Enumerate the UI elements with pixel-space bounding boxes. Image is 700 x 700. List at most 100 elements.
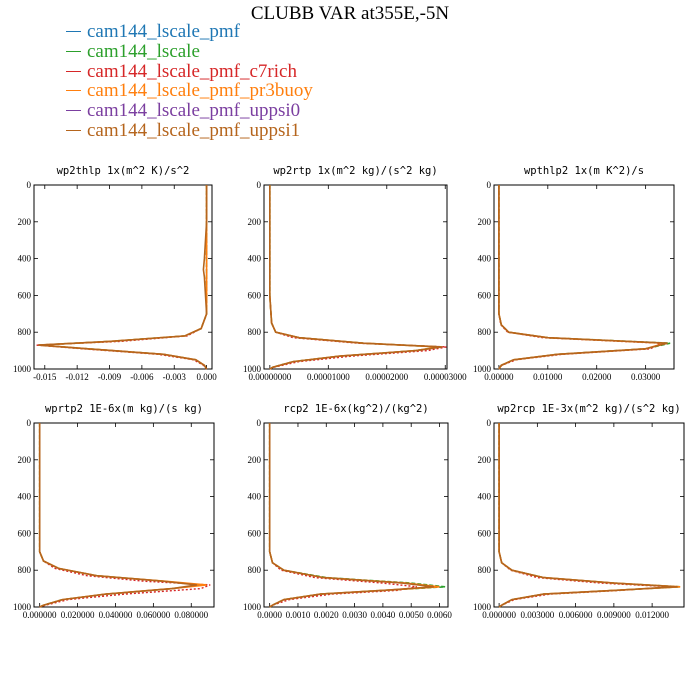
x-tick-label: 0.000000	[482, 610, 516, 620]
legend: cam144_lscale_pmf cam144_lscale cam144_l…	[66, 22, 313, 140]
x-tick-label: 0.01000	[533, 372, 563, 382]
x-tick-label: 0.0000	[257, 610, 282, 620]
y-tick-label: 200	[478, 455, 492, 465]
y-tick-label: 600	[248, 528, 262, 538]
y-tick-label: 200	[18, 455, 32, 465]
profile-line	[268, 185, 443, 370]
y-tick-label: 1000	[243, 602, 262, 612]
x-tick-label: 0.0060	[427, 610, 452, 620]
x-tick-label: 0.0030	[342, 610, 367, 620]
y-tick-label: 800	[18, 565, 32, 575]
profile-line	[38, 185, 208, 370]
legend-swatch	[66, 31, 81, 33]
legend-item: cam144_lscale_pmf_pr3buoy	[66, 81, 313, 101]
x-tick-label: 0.00000	[484, 372, 514, 382]
legend-swatch	[66, 110, 81, 112]
x-tick-label: 0.0040	[371, 610, 396, 620]
profile-line	[268, 185, 440, 370]
panel-frame	[33, 422, 215, 608]
y-tick-label: 800	[248, 565, 262, 575]
panel-title: wp2rtp 1x(m^2 kg)/(s^2 kg)	[273, 165, 437, 177]
panel-frame	[33, 184, 213, 370]
y-tick-label: 800	[248, 327, 262, 337]
y-tick-label: 800	[18, 327, 32, 337]
panel-frame	[263, 422, 449, 608]
legend-label: cam144_lscale_pmf_pr3buoy	[87, 80, 313, 102]
y-tick-label: 200	[18, 217, 32, 227]
y-tick-label: 600	[18, 290, 32, 300]
x-tick-label: 0.00003000	[424, 372, 467, 382]
panel-title: wp2thlp 1x(m^2 K)/s^2	[57, 165, 190, 177]
profile-line	[38, 423, 201, 608]
x-tick-label: 0.012000	[635, 610, 669, 620]
legend-label: cam144_lscale_pmf_uppsi1	[87, 119, 301, 141]
x-tick-label: 0.0050	[399, 610, 424, 620]
y-tick-label: 400	[248, 492, 262, 502]
panel-title: rcp2 1E-6x(kg^2)/(kg^2)	[283, 403, 428, 415]
x-tick-label: -0.003	[163, 372, 187, 382]
y-tick-label: 0	[257, 418, 262, 428]
x-tick-label: 0.00000000	[248, 372, 291, 382]
y-tick-label: 200	[478, 217, 492, 227]
legend-item: cam144_lscale_pmf_uppsi1	[66, 120, 313, 140]
legend-label: cam144_lscale_pmf_c7rich	[87, 60, 297, 82]
x-tick-label: -0.009	[98, 372, 122, 382]
x-tick-label: -0.015	[33, 372, 57, 382]
profile-line	[498, 423, 672, 608]
x-tick-label: 0.060000	[136, 610, 170, 620]
profile-line	[268, 185, 440, 370]
y-tick-label: 200	[248, 455, 262, 465]
y-tick-label: 400	[18, 492, 32, 502]
y-tick-label: 1000	[473, 364, 492, 374]
legend-swatch	[66, 90, 81, 92]
legend-swatch	[66, 70, 81, 72]
profile-line	[268, 423, 434, 608]
profile-line	[498, 423, 681, 608]
panel-frame	[493, 184, 675, 370]
x-tick-label: -0.006	[130, 372, 154, 382]
profile-line	[498, 423, 681, 608]
x-tick-label: 0.080000	[174, 610, 208, 620]
legend-swatch	[66, 129, 81, 131]
profile-line	[36, 185, 208, 370]
y-tick-label: 1000	[13, 364, 32, 374]
y-tick-label: 400	[248, 254, 262, 264]
y-tick-label: 0	[487, 418, 492, 428]
y-tick-label: 600	[248, 290, 262, 300]
x-tick-label: 0.00001000	[307, 372, 350, 382]
profile-line	[498, 423, 678, 608]
y-tick-label: 1000	[243, 364, 262, 374]
x-tick-label: 0.00002000	[365, 372, 408, 382]
x-tick-label: 0.03000	[631, 372, 661, 382]
x-tick-label: 0.000000	[23, 610, 57, 620]
profile-line	[269, 185, 447, 370]
x-tick-label: 0.003000	[520, 610, 554, 620]
panel-frame	[493, 422, 685, 608]
panel-title: wpthlp2 1x(m K^2)/s	[524, 165, 644, 177]
y-tick-label: 800	[478, 327, 492, 337]
x-tick-label: 0.0020	[314, 610, 339, 620]
y-tick-label: 400	[18, 254, 32, 264]
y-tick-label: 400	[478, 492, 492, 502]
legend-item: cam144_lscale_pmf	[66, 22, 313, 42]
x-tick-label: 0.040000	[99, 610, 133, 620]
x-tick-label: 0.006000	[559, 610, 593, 620]
legend-swatch	[66, 51, 81, 53]
y-tick-label: 0	[27, 418, 32, 428]
profile-line	[38, 423, 198, 608]
y-tick-label: 0	[257, 180, 262, 190]
y-tick-label: 1000	[473, 602, 492, 612]
profile-line	[39, 423, 211, 608]
x-tick-label: 0.009000	[597, 610, 631, 620]
x-tick-label: 0.020000	[61, 610, 95, 620]
x-tick-label: 0.02000	[582, 372, 612, 382]
x-tick-label: -0.012	[66, 372, 89, 382]
legend-item: cam144_lscale_pmf_uppsi0	[66, 101, 313, 121]
y-tick-label: 1000	[13, 602, 32, 612]
x-tick-label: 0.0010	[286, 610, 311, 620]
y-tick-label: 0	[487, 180, 492, 190]
y-tick-label: 0	[27, 180, 32, 190]
legend-label: cam144_lscale	[87, 41, 200, 63]
legend-label: cam144_lscale_pmf	[87, 21, 241, 43]
